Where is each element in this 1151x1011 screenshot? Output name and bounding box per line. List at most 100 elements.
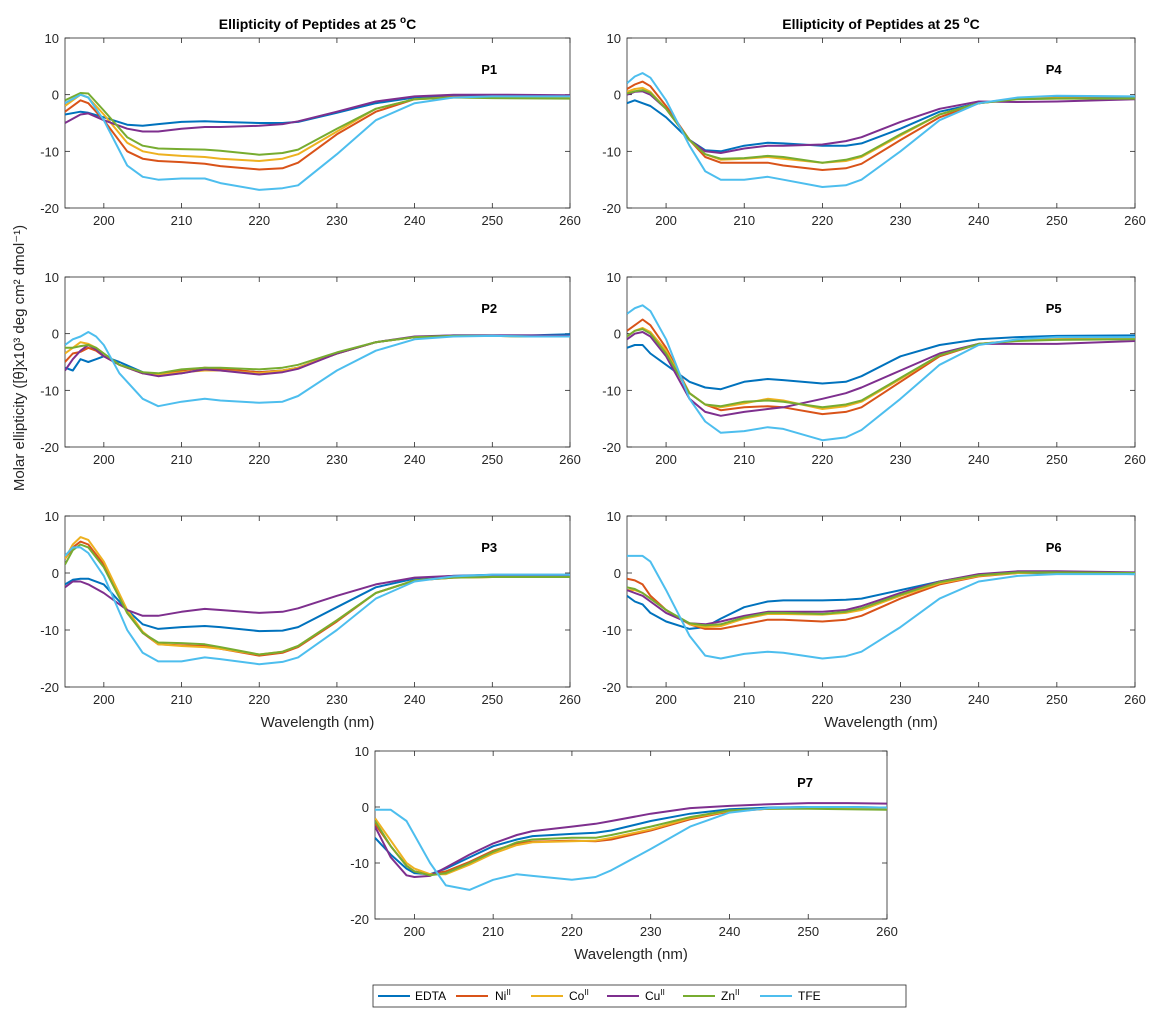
x-tick-label: 220 [248,213,270,228]
panel-title: Ellipticity of Peptides at 25 oC [219,15,417,32]
x-tick-label: 210 [733,213,755,228]
series-line-cu [627,570,1135,626]
y-tick-label: 10 [607,509,621,524]
y-tick-label: -20 [350,912,369,927]
y-tick-label: 0 [614,88,621,103]
y-tick-label: -20 [602,680,621,695]
x-tick-label: 240 [719,924,741,939]
series-line-zn [627,328,1135,409]
plot-area [626,37,1136,209]
x-tick-label: 230 [326,213,348,228]
x-tick-label: 230 [890,692,912,707]
series-line-tfe [375,806,887,891]
y-tick-label: -10 [602,623,621,638]
panel-p3: 10 0 -10 -20 200 210 220 230 240 250 260 P3 Waveleng… [40,509,581,731]
x-tick-label: 250 [1046,213,1068,228]
panel-title-degree: o [964,15,970,26]
x-tick-label: 200 [655,213,677,228]
y-axis-label: Molar ellipticity ([θ]x10³ deg cm² dmol⁻… [11,225,28,491]
y-tick-label: 0 [52,566,59,581]
x-tick-label: 220 [248,692,270,707]
series-line-edta [65,573,570,633]
y-tick-label: 10 [45,31,59,46]
legend: EDTA NiII CoII CuII ZnII TFE [372,984,907,1008]
x-tick-label: 210 [733,452,755,467]
y-tick-label: -20 [602,440,621,455]
panel-p5: 10 0 -10 -20 200 210 220 230 240 250 260 P5 [602,270,1146,467]
y-tick-label: -20 [40,440,59,455]
y-tick-label: -10 [602,144,621,159]
plot-area [64,37,571,209]
y-tick-label: -20 [602,201,621,216]
panel-p7: 10 0 -10 -20 200 210 220 230 240 250 260 P7 Waveleng… [350,744,898,963]
series-line-zn [65,334,570,375]
x-tick-label: 200 [93,452,115,467]
y-tick-label: 10 [45,509,59,524]
y-tick-label: 10 [45,270,59,285]
y-tick-label: -10 [350,856,369,871]
x-tick-label: 200 [404,924,426,939]
panel-label: P5 [1046,301,1062,316]
y-tick-label: 0 [614,566,621,581]
series-group [375,802,887,891]
x-tick-label: 260 [1124,452,1146,467]
series-group [65,331,570,408]
x-tick-label: 260 [1124,692,1146,707]
series-line-edta [65,94,570,127]
x-tick-label: 230 [640,924,662,939]
x-tick-label: 260 [559,692,581,707]
x-tick-label: 230 [326,692,348,707]
series-line-tfe [65,546,570,666]
y-tick-label: -10 [40,623,59,638]
y-tick-label: -20 [40,680,59,695]
x-tick-label: 260 [1124,213,1146,228]
x-tick-label: 200 [93,692,115,707]
panel-title-text: Ellipticity of Peptides at 25 [782,16,963,32]
series-line-zn [627,571,1135,627]
x-tick-label: 210 [482,924,504,939]
x-tick-label: 250 [1046,452,1068,467]
x-tick-label: 240 [968,452,990,467]
panel-label: P4 [1046,62,1063,77]
panel-title-text: Ellipticity of Peptides at 25 [219,16,400,32]
legend-label-tfe: TFE [798,989,821,1003]
x-tick-label: 260 [559,452,581,467]
x-axis-label: Wavelength (nm) [261,714,375,731]
x-tick-label: 250 [481,213,503,228]
x-tick-label: 240 [968,692,990,707]
x-tick-label: 240 [404,692,426,707]
legend-label-cu: CuII [645,988,665,1003]
series-line-tfe [65,93,570,191]
x-tick-label: 240 [404,452,426,467]
x-tick-label: 220 [812,213,834,228]
y-tick-label: 0 [614,327,621,342]
x-tick-label: 240 [968,213,990,228]
x-tick-label: 230 [890,213,912,228]
x-tick-label: 200 [655,452,677,467]
panel-p4: 10 0 -10 -20 200 210 220 230 240 250 260 P4 Elliptic… [602,15,1146,228]
x-tick-label: 240 [404,213,426,228]
y-tick-label: -10 [40,383,59,398]
x-tick-label: 250 [797,924,819,939]
y-tick-label: 0 [52,88,59,103]
series-line-edta [627,334,1135,391]
x-tick-label: 260 [559,213,581,228]
x-axis-label: Wavelength (nm) [824,714,938,731]
x-tick-label: 250 [481,692,503,707]
panel-p1: 10 0 -10 -20 200 210 220 230 240 250 260 P1 Elliptic… [40,15,581,228]
y-tick-label: 0 [362,800,369,815]
series-line-tfe [627,554,1135,660]
panel-title-unit: C [970,16,980,32]
legend-label-zn: ZnII [721,988,739,1003]
x-tick-label: 210 [733,692,755,707]
y-tick-label: -20 [40,201,59,216]
legend-label-co: CoII [569,988,589,1003]
x-tick-label: 250 [481,452,503,467]
legend-box [372,984,907,1008]
panel-p6: 10 0 -10 -20 200 210 220 230 240 250 260 P6 Waveleng… [602,509,1146,731]
x-tick-label: 230 [326,452,348,467]
y-tick-label: 0 [52,327,59,342]
series-line-tfe [627,304,1135,442]
x-tick-label: 220 [248,452,270,467]
